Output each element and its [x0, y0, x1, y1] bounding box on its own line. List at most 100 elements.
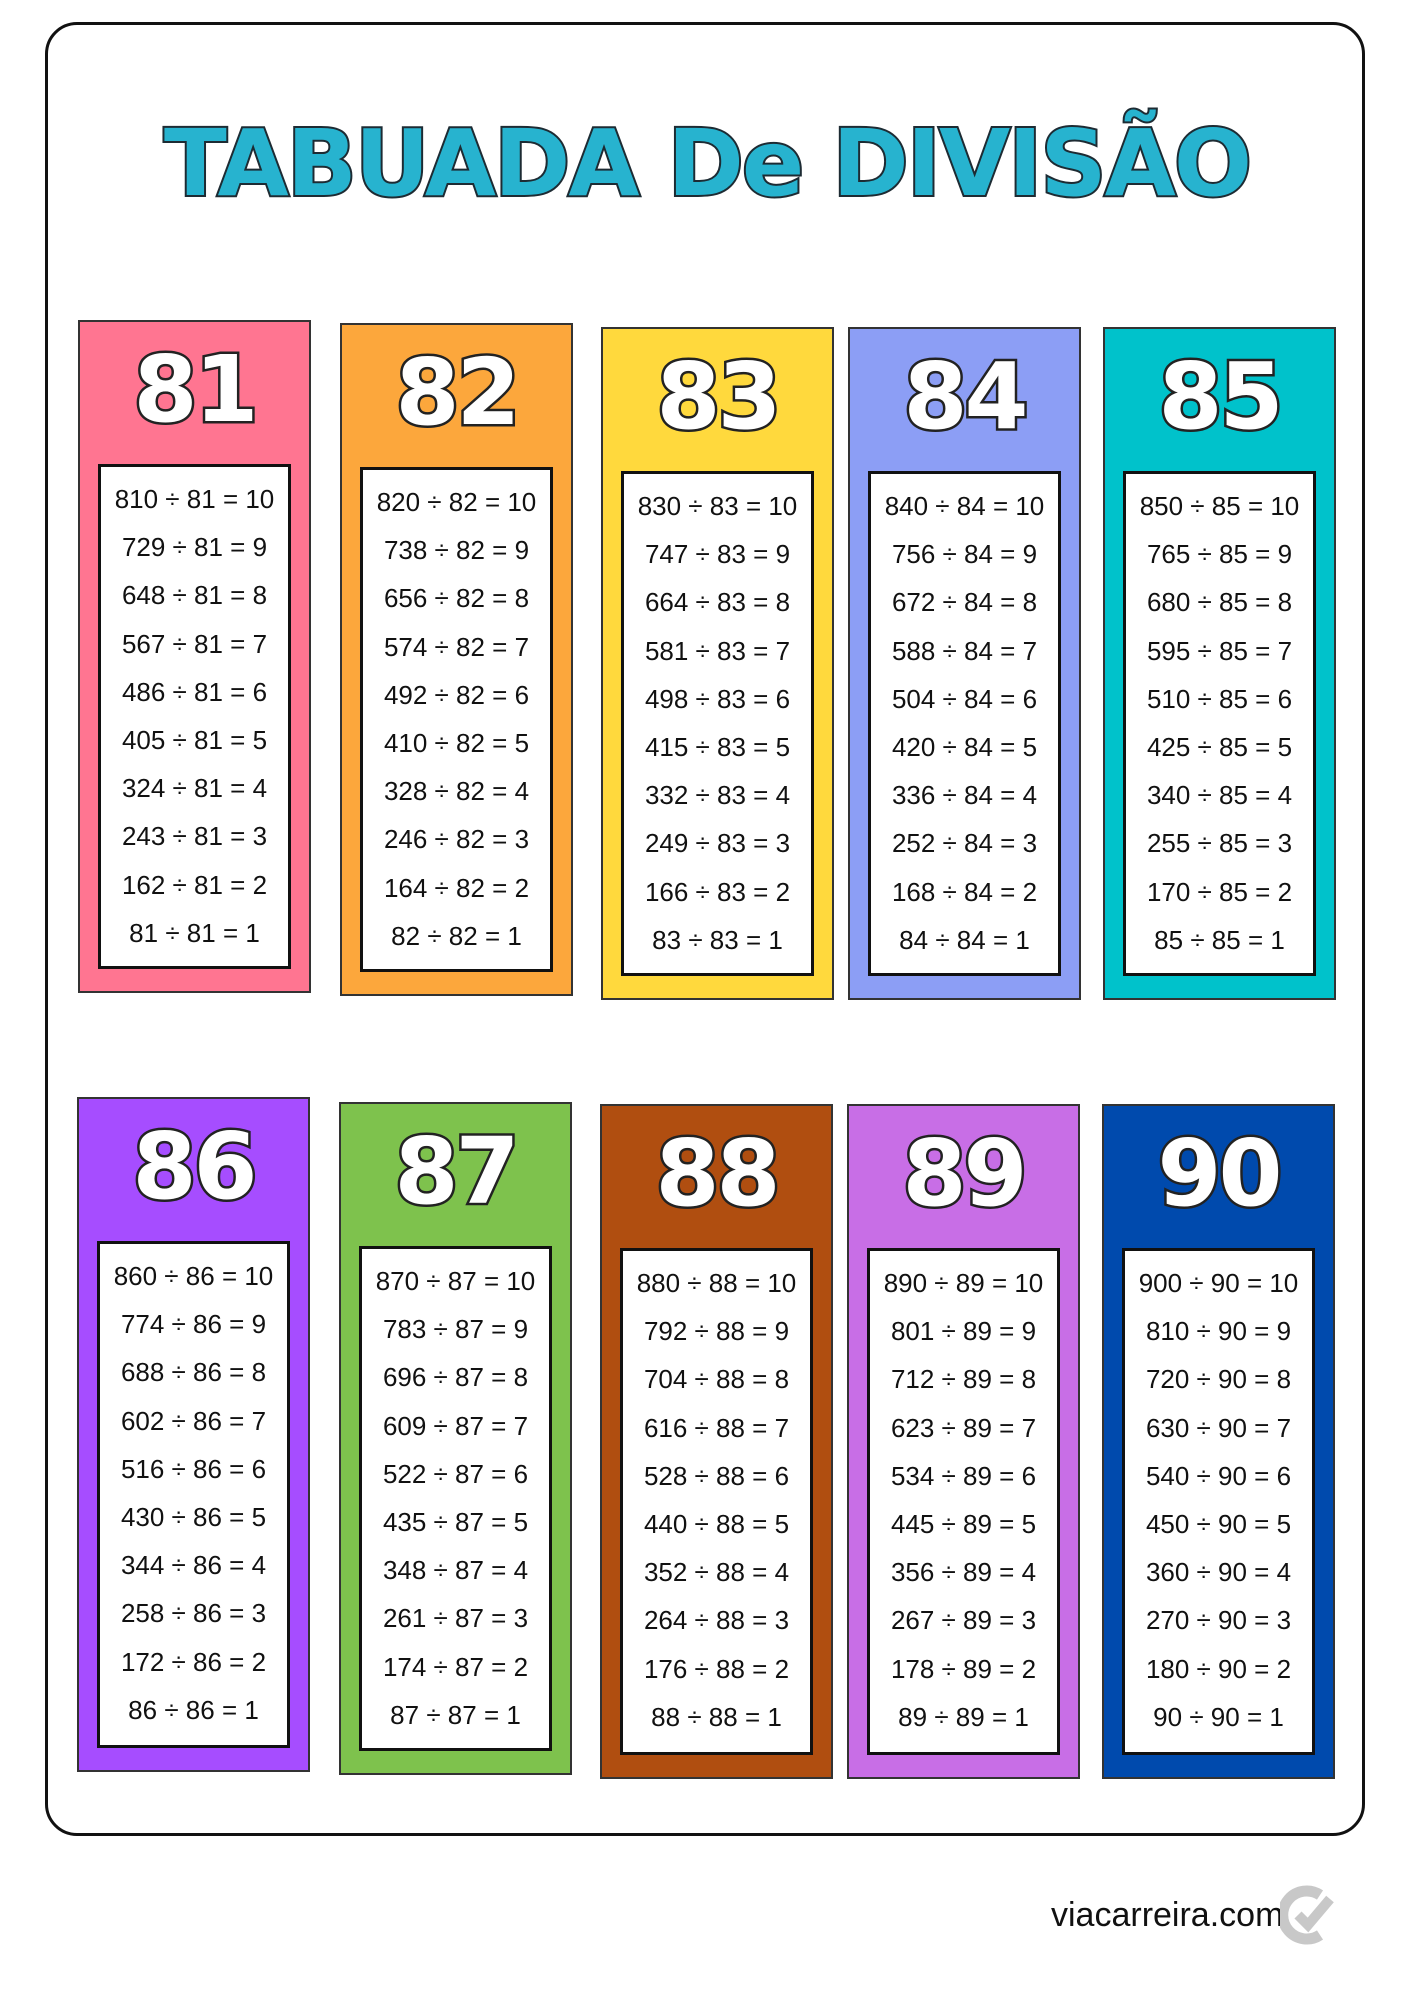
- table-card-89: 89 890 ÷ 89 = 10 801 ÷ 89 = 9 712 ÷ 89 = 8 6…: [847, 1104, 1080, 1779]
- equation: 89 ÷ 89 = 1: [898, 1701, 1029, 1732]
- equation: 340 ÷ 85 = 4: [1146, 780, 1293, 811]
- equation: 166 ÷ 83 = 2: [644, 876, 791, 907]
- equation: 720 ÷ 90 = 8: [1145, 1364, 1292, 1395]
- equation: 356 ÷ 89 = 4: [890, 1557, 1037, 1588]
- table-card-88: 88 880 ÷ 88 = 10 792 ÷ 88 = 9 704 ÷ 88 = 8 6…: [600, 1104, 833, 1779]
- equations-box: 850 ÷ 85 = 10 765 ÷ 85 = 9 680 ÷ 85 = 8 595…: [1123, 471, 1316, 976]
- equation: 850 ÷ 85 = 10: [1139, 491, 1300, 521]
- equation: 252 ÷ 84 = 3: [891, 828, 1038, 859]
- equation: 360 ÷ 90 = 4: [1145, 1557, 1292, 1588]
- table-number: 87: [392, 1118, 522, 1225]
- equation: 81 ÷ 81 = 1: [129, 917, 260, 948]
- equation: 810 ÷ 90 = 9: [1145, 1316, 1292, 1347]
- table-number: 88: [653, 1120, 783, 1227]
- equation: 450 ÷ 90 = 5: [1145, 1508, 1292, 1539]
- equations-box: 900 ÷ 90 = 10 810 ÷ 90 = 9 720 ÷ 90 = 8 630…: [1122, 1248, 1315, 1755]
- equation: 704 ÷ 88 = 8: [643, 1364, 790, 1395]
- equation: 164 ÷ 82 = 2: [383, 872, 530, 903]
- equation: 87 ÷ 87 = 1: [390, 1699, 521, 1730]
- equation: 540 ÷ 90 = 6: [1145, 1460, 1292, 1491]
- equation: 574 ÷ 82 = 7: [383, 631, 530, 662]
- table-card-83: 83 830 ÷ 83 = 10 747 ÷ 83 = 9 664 ÷ 83 = 8 5…: [601, 327, 834, 1000]
- equation: 588 ÷ 84 = 7: [891, 635, 1038, 666]
- equation: 880 ÷ 88 = 10: [636, 1268, 797, 1298]
- equation: 774 ÷ 86 = 9: [120, 1309, 267, 1340]
- equation: 440 ÷ 88 = 5: [643, 1508, 790, 1539]
- equation: 510 ÷ 85 = 6: [1146, 683, 1293, 714]
- equation: 405 ÷ 81 = 5: [121, 724, 268, 755]
- equations-box: 880 ÷ 88 = 10 792 ÷ 88 = 9 704 ÷ 88 = 8 616…: [620, 1248, 813, 1755]
- equation: 801 ÷ 89 = 9: [890, 1316, 1037, 1347]
- table-card-87: 87 870 ÷ 87 = 10 783 ÷ 87 = 9 696 ÷ 87 = 8 6…: [339, 1102, 572, 1775]
- table-number: 86: [130, 1113, 260, 1220]
- equations-box: 820 ÷ 82 = 10 738 ÷ 82 = 9 656 ÷ 82 = 8 574…: [360, 467, 553, 972]
- table-card-82: 82 820 ÷ 82 = 10 738 ÷ 82 = 9 656 ÷ 82 = 8 5…: [340, 323, 573, 996]
- equation: 534 ÷ 89 = 6: [890, 1460, 1037, 1491]
- equation: 783 ÷ 87 = 9: [382, 1314, 529, 1345]
- equation: 830 ÷ 83 = 10: [637, 491, 798, 521]
- equation: 860 ÷ 86 = 10: [113, 1261, 274, 1291]
- equation: 246 ÷ 82 = 3: [383, 824, 530, 855]
- equation: 430 ÷ 86 = 5: [120, 1501, 267, 1532]
- equation: 630 ÷ 90 = 7: [1145, 1412, 1292, 1443]
- equation: 890 ÷ 89 = 10: [883, 1268, 1044, 1298]
- equation: 435 ÷ 87 = 5: [382, 1506, 529, 1537]
- equation: 567 ÷ 81 = 7: [121, 628, 268, 659]
- equation: 255 ÷ 85 = 3: [1146, 828, 1293, 859]
- table-number: 89: [900, 1120, 1030, 1227]
- equations-box: 830 ÷ 83 = 10 747 ÷ 83 = 9 664 ÷ 83 = 8 581…: [621, 471, 814, 976]
- equation: 352 ÷ 88 = 4: [643, 1557, 790, 1588]
- equation: 85 ÷ 85 = 1: [1154, 924, 1285, 955]
- equation: 729 ÷ 81 = 9: [121, 532, 268, 563]
- equation: 756 ÷ 84 = 9: [891, 539, 1038, 570]
- equation: 522 ÷ 87 = 6: [382, 1458, 529, 1489]
- equation: 840 ÷ 84 = 10: [884, 491, 1045, 521]
- equation: 870 ÷ 87 = 10: [375, 1266, 536, 1296]
- equation: 664 ÷ 83 = 8: [644, 587, 791, 618]
- equation: 82 ÷ 82 = 1: [391, 920, 522, 951]
- equation: 172 ÷ 86 = 2: [120, 1646, 267, 1677]
- table-card-81: 81 810 ÷ 81 = 10 729 ÷ 81 = 9 648 ÷ 81 = 8 5…: [78, 320, 311, 993]
- equation: 516 ÷ 86 = 6: [120, 1453, 267, 1484]
- equation: 747 ÷ 83 = 9: [644, 539, 791, 570]
- equation: 415 ÷ 83 = 5: [644, 731, 791, 762]
- equation: 178 ÷ 89 = 2: [890, 1653, 1037, 1684]
- equations-box: 870 ÷ 87 = 10 783 ÷ 87 = 9 696 ÷ 87 = 8 609…: [359, 1246, 552, 1751]
- equation: 170 ÷ 85 = 2: [1146, 876, 1293, 907]
- equation: 765 ÷ 85 = 9: [1146, 539, 1293, 570]
- equation: 672 ÷ 84 = 8: [891, 587, 1038, 618]
- equation: 609 ÷ 87 = 7: [382, 1410, 529, 1441]
- equation: 616 ÷ 88 = 7: [643, 1412, 790, 1443]
- equation: 258 ÷ 86 = 3: [120, 1598, 267, 1629]
- equation: 602 ÷ 86 = 7: [120, 1405, 267, 1436]
- equation: 648 ÷ 81 = 8: [121, 580, 268, 611]
- equation: 336 ÷ 84 = 4: [891, 780, 1038, 811]
- equation: 162 ÷ 81 = 2: [121, 869, 268, 900]
- equation: 425 ÷ 85 = 5: [1146, 731, 1293, 762]
- equation: 810 ÷ 81 = 10: [114, 484, 275, 514]
- equation: 348 ÷ 87 = 4: [382, 1555, 529, 1586]
- equation: 900 ÷ 90 = 10: [1138, 1268, 1299, 1298]
- table-card-90: 90 900 ÷ 90 = 10 810 ÷ 90 = 9 720 ÷ 90 = 8 6…: [1102, 1104, 1335, 1779]
- equation: 680 ÷ 85 = 8: [1146, 587, 1293, 618]
- check-c-logo-icon: [1280, 1885, 1334, 1945]
- equation: 820 ÷ 82 = 10: [376, 487, 537, 517]
- table-card-84: 84 840 ÷ 84 = 10 756 ÷ 84 = 9 672 ÷ 84 = 8 5…: [848, 327, 1081, 1000]
- equation: 264 ÷ 88 = 3: [643, 1605, 790, 1636]
- equation: 84 ÷ 84 = 1: [899, 924, 1030, 955]
- equation: 492 ÷ 82 = 6: [383, 679, 530, 710]
- equations-box: 890 ÷ 89 = 10 801 ÷ 89 = 9 712 ÷ 89 = 8 623…: [867, 1248, 1060, 1755]
- equation: 420 ÷ 84 = 5: [891, 731, 1038, 762]
- equation: 86 ÷ 86 = 1: [128, 1694, 259, 1725]
- equation: 180 ÷ 90 = 2: [1145, 1653, 1292, 1684]
- equations-box: 860 ÷ 86 = 10 774 ÷ 86 = 9 688 ÷ 86 = 8 602…: [97, 1241, 290, 1748]
- equation: 595 ÷ 85 = 7: [1146, 635, 1293, 666]
- equation: 623 ÷ 89 = 7: [890, 1412, 1037, 1443]
- table-number: 81: [131, 336, 261, 443]
- footer-site: viacarreira.com: [1051, 1896, 1284, 1934]
- page-frame: [45, 22, 1365, 1836]
- table-number: 82: [393, 339, 523, 446]
- equation: 168 ÷ 84 = 2: [891, 876, 1038, 907]
- equation: 90 ÷ 90 = 1: [1153, 1701, 1284, 1732]
- equation: 324 ÷ 81 = 4: [121, 773, 268, 804]
